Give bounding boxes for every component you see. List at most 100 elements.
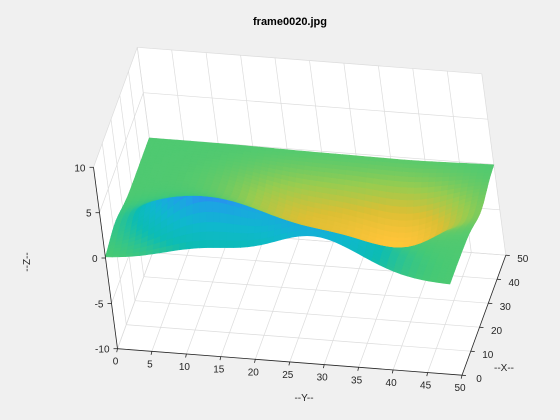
- surface-patch: [420, 192, 429, 200]
- grid-line-z-back: [137, 46, 482, 75]
- surface-patch: [233, 223, 242, 234]
- x-tick-label: 10: [482, 350, 494, 361]
- surface-patch: [206, 239, 214, 248]
- y-tick-label: 45: [420, 381, 432, 392]
- surface-patch: [412, 205, 421, 214]
- surface-patch: [424, 161, 433, 166]
- surface-patch: [456, 168, 466, 173]
- surface-patch: [421, 176, 430, 183]
- surface-patch: [247, 217, 256, 227]
- surface-patch: [341, 154, 350, 159]
- surface-patch: [192, 239, 201, 249]
- surface-patch: [405, 219, 414, 228]
- y-tick-label: 15: [213, 365, 225, 376]
- surface-patch: [205, 200, 214, 213]
- surface-patch: [412, 211, 421, 221]
- surface-patch: [199, 239, 207, 249]
- surface-patch: [399, 199, 408, 207]
- y-tick: [219, 356, 222, 361]
- surface-patch: [392, 212, 400, 221]
- surface-patch: [428, 176, 437, 183]
- surface-patch: [254, 218, 263, 227]
- surface-patch: [196, 141, 205, 146]
- surface-patch: [458, 162, 467, 167]
- surface-patch: [397, 237, 406, 242]
- surface-patch: [209, 142, 219, 147]
- surface-patch: [213, 221, 221, 232]
- surface-patch: [391, 218, 400, 227]
- surface-patch: [436, 168, 445, 173]
- y-tick: [323, 364, 325, 369]
- surface-patch: [427, 181, 436, 188]
- surface-patch: [261, 219, 270, 227]
- surface-patch: [348, 154, 357, 160]
- grid-line-x-floor: [134, 300, 480, 328]
- x-axis-label: --X--: [494, 363, 514, 374]
- surface-patch: [406, 193, 415, 201]
- surface-patch: [175, 139, 185, 144]
- y-tick-label: 50: [454, 383, 466, 394]
- surface-patch: [219, 201, 228, 214]
- surface-patch: [368, 156, 378, 162]
- surface-patch: [407, 186, 415, 194]
- surface-patch: [422, 172, 431, 178]
- surface-patch: [408, 171, 417, 178]
- surface-patch: [219, 231, 228, 241]
- x-tick-label: 0: [476, 374, 482, 385]
- surface-patch: [399, 206, 408, 214]
- surface-patch: [422, 168, 431, 173]
- surface-patch: [189, 140, 198, 145]
- surface-patch: [268, 218, 276, 226]
- surface-patch: [247, 225, 256, 234]
- surface-patch: [434, 180, 443, 187]
- surface-patch: [230, 144, 240, 149]
- grid-line-y-floor: [289, 241, 334, 363]
- surface-patch: [355, 155, 364, 161]
- surface-patch: [443, 168, 452, 173]
- surface-patch: [240, 232, 249, 241]
- surface-patch: [475, 175, 484, 180]
- surface-patch: [449, 168, 459, 173]
- surface-patch: [435, 176, 444, 182]
- surface-patch: [327, 153, 336, 158]
- surface-patch: [199, 221, 207, 233]
- surface-patch: [451, 162, 460, 167]
- surface-patch: [206, 230, 214, 241]
- y-axis-label: --Y--: [294, 393, 313, 404]
- surface-patch: [481, 178, 490, 183]
- y-tick: [288, 361, 291, 366]
- surface-patch: [206, 221, 214, 232]
- surface-patch: [154, 138, 164, 142]
- surface-patch: [400, 186, 409, 194]
- surface-patch: [251, 146, 261, 151]
- surface-patch: [485, 164, 495, 168]
- surface-patch: [399, 192, 408, 201]
- surface-patch: [389, 158, 398, 164]
- surface-patch: [421, 181, 430, 188]
- x-axis-line: [461, 255, 507, 376]
- surface-patch: [394, 175, 403, 182]
- surface-patch: [226, 231, 235, 241]
- surface-patch: [233, 240, 242, 248]
- surface-plot: [104, 137, 495, 285]
- surface-patch: [286, 149, 295, 154]
- surface-patch: [463, 168, 472, 173]
- grid-line-y-floor: [323, 244, 369, 365]
- surface-patch: [233, 232, 242, 241]
- surface-patch: [396, 159, 405, 164]
- surface-patch: [320, 152, 329, 157]
- surface-patch: [423, 164, 432, 169]
- grid-line-z-side: [93, 47, 138, 168]
- surface-patch: [476, 172, 485, 176]
- surface-patch: [429, 168, 438, 173]
- surface-patch: [161, 138, 171, 143]
- surface-patch: [400, 175, 410, 182]
- surface-patch: [469, 172, 478, 177]
- surface-patch: [414, 176, 423, 183]
- surface-patch: [258, 146, 267, 151]
- surface-patch: [213, 230, 221, 241]
- grid-line-z-back: [143, 92, 488, 120]
- y-tick-label: 30: [317, 373, 329, 384]
- surface-patch: [403, 159, 412, 165]
